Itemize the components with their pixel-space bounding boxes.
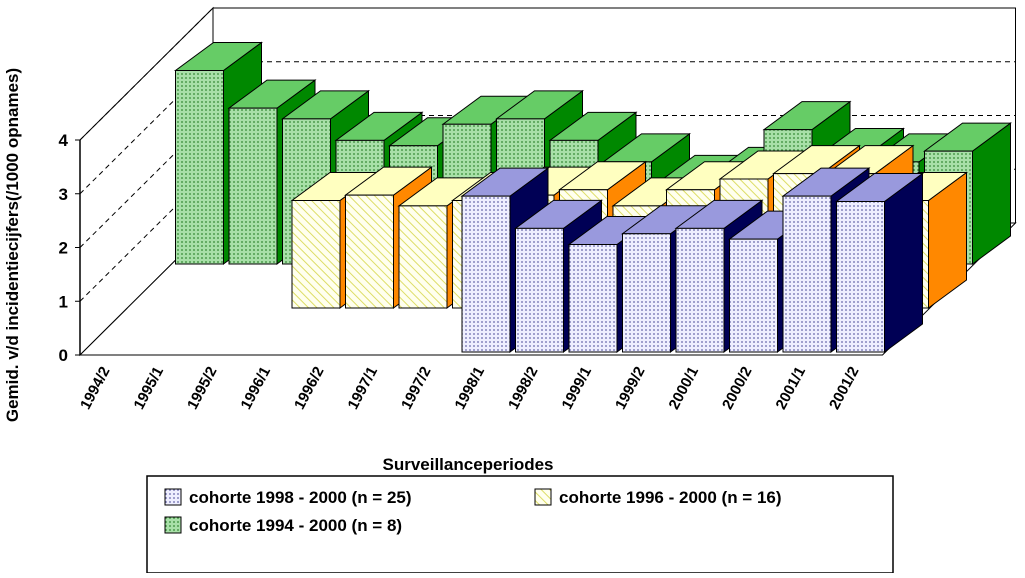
x-axis-title: Surveillanceperiodes bbox=[382, 455, 553, 474]
x-tick-label: 2001/2 bbox=[826, 364, 863, 413]
x-tick-label: 1997/1 bbox=[344, 364, 381, 413]
x-tick-label: 2001/1 bbox=[772, 364, 809, 413]
x-tick-label: 1997/2 bbox=[398, 364, 435, 413]
legend-swatch bbox=[534, 488, 552, 506]
y-tick-label: 0 bbox=[59, 346, 68, 365]
legend-box bbox=[146, 475, 894, 574]
bar-front bbox=[622, 233, 671, 353]
x-tick-label: 1999/2 bbox=[612, 364, 649, 413]
x-tick-label: 1996/1 bbox=[237, 364, 274, 413]
bar-front bbox=[345, 194, 394, 309]
bar-front bbox=[568, 244, 618, 353]
bar-front bbox=[836, 201, 885, 353]
y-tick-label: 4 bbox=[59, 131, 69, 150]
y-tick-label: 3 bbox=[59, 185, 68, 204]
bar-side bbox=[884, 172, 923, 353]
x-tick-label: 1996/2 bbox=[291, 364, 328, 413]
x-tick-label: 1995/2 bbox=[184, 364, 221, 413]
x-tick-label: 1995/1 bbox=[130, 364, 167, 413]
x-tick-label: 1998/1 bbox=[451, 364, 488, 413]
bar-front bbox=[675, 227, 725, 353]
y-axis-title: Gemid. v/d incidentiecijfers(/1000 opnam… bbox=[3, 68, 22, 422]
legend-swatch bbox=[164, 488, 182, 506]
y-tick-label: 1 bbox=[59, 292, 68, 311]
bar-front bbox=[515, 227, 564, 353]
x-tick-label: 1994/2 bbox=[77, 364, 114, 413]
bar bbox=[834, 172, 925, 353]
y-tick-label: 2 bbox=[59, 239, 68, 258]
bar-front bbox=[228, 107, 278, 265]
grid-line bbox=[79, 7, 214, 141]
legend-label: cohorte 1998 - 2000 (n = 25) bbox=[189, 488, 412, 507]
bar-front bbox=[729, 238, 778, 353]
x-tick-label: 2000/2 bbox=[719, 364, 756, 413]
legend-label: cohorte 1994 - 2000 (n = 8) bbox=[189, 516, 402, 535]
x-tick-label: 1998/2 bbox=[505, 364, 542, 413]
legend-label: cohorte 1996 - 2000 (n = 16) bbox=[559, 488, 782, 507]
bar-front bbox=[782, 195, 832, 353]
legend-swatch bbox=[164, 516, 182, 534]
bar-front bbox=[398, 205, 448, 309]
bar-front bbox=[461, 195, 511, 353]
bar-front bbox=[291, 200, 341, 309]
x-tick-label: 2000/1 bbox=[665, 364, 702, 413]
bar bbox=[674, 199, 764, 353]
x-tick-label: 1999/1 bbox=[558, 364, 595, 413]
bar-front bbox=[175, 70, 224, 265]
